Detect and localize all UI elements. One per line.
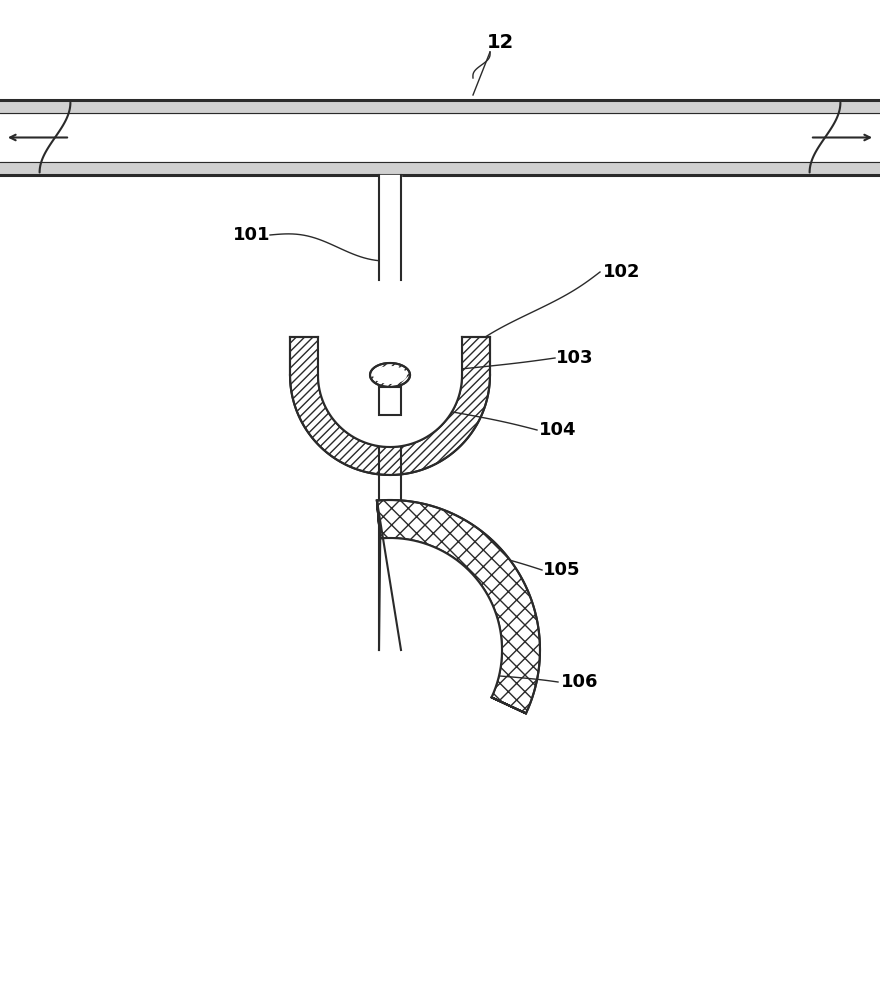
Polygon shape	[318, 337, 462, 447]
Text: 102: 102	[604, 263, 641, 281]
Text: 104: 104	[539, 421, 576, 439]
Polygon shape	[290, 337, 490, 475]
Text: 103: 103	[556, 349, 594, 367]
Text: 105: 105	[543, 561, 581, 579]
Text: 106: 106	[561, 673, 598, 691]
Ellipse shape	[370, 363, 410, 387]
Text: 12: 12	[487, 32, 514, 51]
Polygon shape	[380, 538, 502, 697]
Bar	[379, 387, 401, 415]
Ellipse shape	[373, 366, 407, 384]
Polygon shape	[377, 500, 540, 713]
Text: 101: 101	[233, 226, 271, 244]
